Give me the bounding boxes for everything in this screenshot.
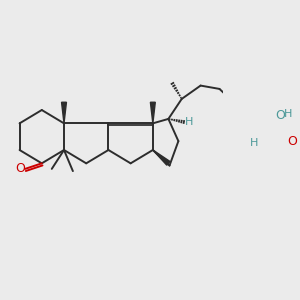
Text: O: O xyxy=(287,135,297,148)
Text: H: H xyxy=(284,109,292,119)
Text: O: O xyxy=(275,109,285,122)
Text: H: H xyxy=(250,138,258,148)
Polygon shape xyxy=(150,102,155,123)
Polygon shape xyxy=(61,102,66,123)
Text: O: O xyxy=(15,162,25,176)
Polygon shape xyxy=(153,150,170,165)
Text: H: H xyxy=(185,117,193,127)
